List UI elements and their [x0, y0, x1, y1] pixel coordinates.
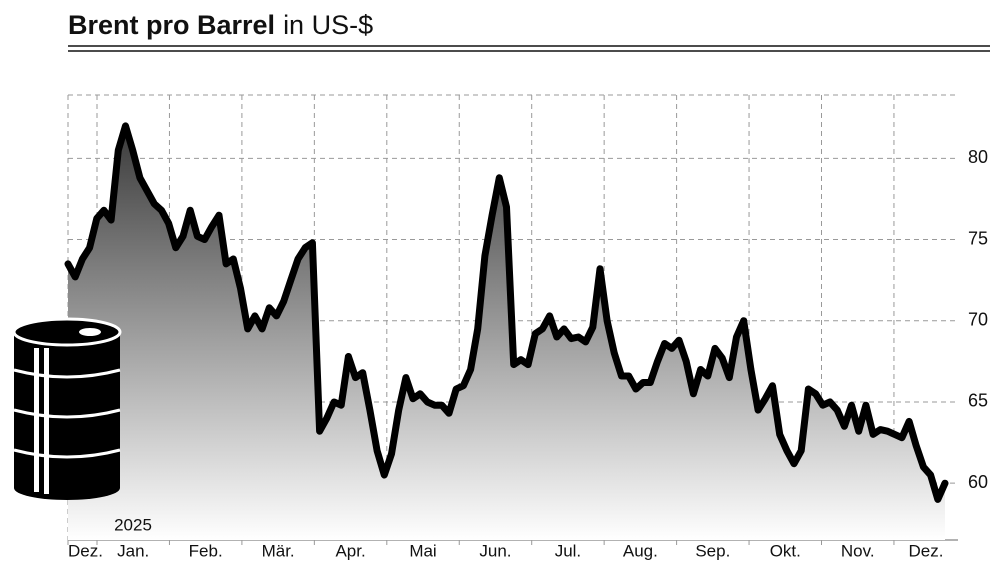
x-tick-label: Apr.: [335, 541, 365, 560]
x-tick-label: Mär.: [262, 541, 295, 560]
x-tick-label: Sep.: [695, 541, 730, 560]
x-tick-label: Nov.: [841, 541, 875, 560]
barrel-icon: [12, 317, 122, 500]
chart-title-unit: in US-$: [283, 10, 373, 40]
x-tick-label: Dez.: [68, 541, 103, 560]
x-tick-label: Jun.: [479, 541, 511, 560]
y-tick-label: 80: [968, 147, 988, 167]
x-tick-label: Okt.: [770, 541, 801, 560]
annotation: 2025: [114, 515, 152, 534]
x-tick-label: Dez.: [908, 541, 943, 560]
area-fill: [68, 125, 945, 541]
x-tick-label: Jul.: [555, 541, 581, 560]
x-tick-label: Feb.: [189, 541, 223, 560]
y-tick-label: 60: [968, 472, 988, 492]
x-tick-label: Aug.: [623, 541, 658, 560]
chart-title: Brent pro Barrel: [68, 10, 275, 40]
line: [64, 122, 949, 503]
y-tick-label: 70: [968, 309, 988, 329]
x-tick-label: Mai: [409, 541, 436, 560]
plot: [64, 122, 949, 541]
y-tick-label: 65: [968, 391, 988, 411]
y-tick-label: 75: [968, 228, 988, 248]
x-tick-label: Jan.: [117, 541, 149, 560]
